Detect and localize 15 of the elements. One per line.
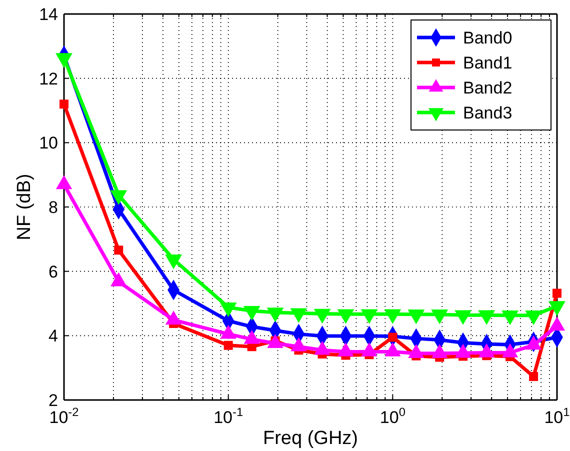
x-tick-label: 10$^{-1}$ [214, 405, 244, 427]
y-tick-label: 6 [48, 262, 58, 282]
y-axis-title: NF (dB) [14, 174, 35, 240]
legend-label: Band0 [463, 28, 512, 48]
x-tick-label: 10$^{1}$ [544, 405, 570, 427]
legend-label: Band3 [463, 104, 512, 122]
y-tick-label: 4 [48, 326, 58, 346]
x-axis-title: Freq (GHz) [263, 428, 358, 449]
y-tick-label: 10 [39, 134, 58, 153]
y-tick-label: 8 [48, 198, 58, 217]
legend-label: Band1 [463, 54, 512, 72]
x-tick-label: 10$^{0}$ [380, 405, 406, 427]
y-tick-label: 14 [39, 5, 58, 24]
y-tick-label: 12 [39, 69, 58, 88]
legend-label: Band2 [463, 78, 512, 98]
